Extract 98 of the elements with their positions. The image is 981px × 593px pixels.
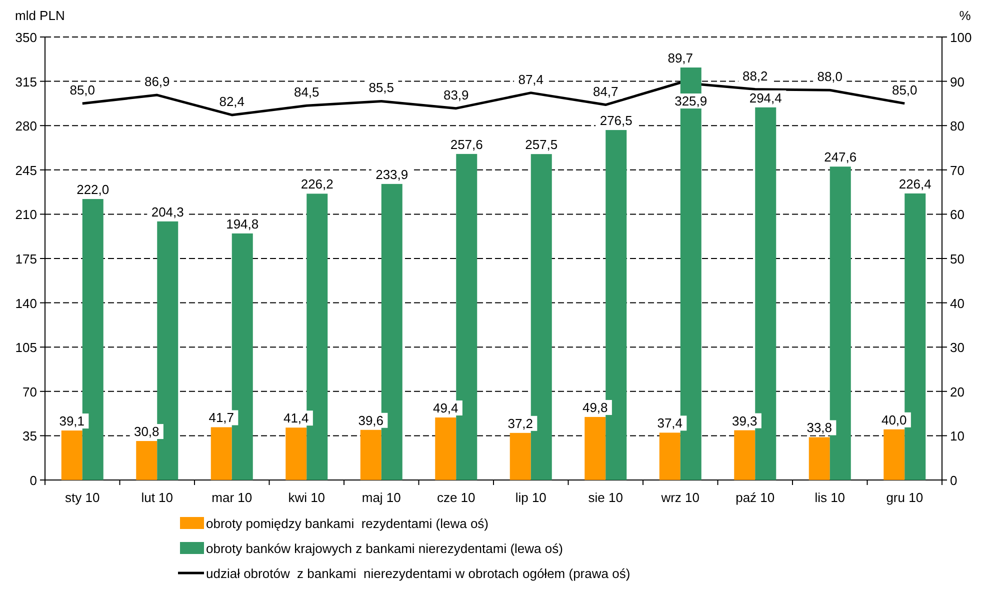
y-tick-label: 70 [22, 384, 37, 400]
y2-tick-label: 50 [950, 252, 964, 266]
data-label: 83,9 [443, 87, 469, 102]
data-label: 247,6 [824, 150, 857, 165]
data-label: 85,0 [70, 82, 96, 98]
data-label: 33,8 [806, 420, 832, 436]
x-tick-label: gru 10 [886, 490, 924, 505]
bar [435, 417, 456, 480]
y-tick-label: 245 [15, 162, 37, 178]
bar [210, 427, 232, 480]
y-tick-label: 35 [22, 428, 37, 444]
data-label: 88,2 [742, 68, 768, 84]
data-label: 30,8 [134, 424, 160, 440]
legend-label: obroty pomiędzy bankami rezydentami (lewa oś) [206, 516, 489, 531]
data-label: 49,8 [582, 400, 608, 415]
data-label: 222,0 [76, 182, 110, 198]
y2-tick-label: 90 [950, 74, 964, 90]
bar [584, 416, 606, 480]
bar [606, 130, 627, 480]
bar [381, 184, 402, 480]
data-label: 82,4 [219, 94, 245, 109]
bar [755, 107, 776, 480]
y-tick-label: 175 [15, 252, 37, 266]
bar [808, 437, 830, 480]
legend-label: obroty banków krajowych z bankami nierezydentami (lewa oś) [206, 541, 563, 556]
bar [157, 221, 178, 480]
bar [456, 154, 478, 480]
bar [904, 193, 926, 480]
data-label: 276,5 [600, 113, 632, 128]
data-label: 257,6 [450, 136, 483, 152]
bar [734, 430, 756, 480]
data-label: 39,3 [732, 413, 758, 428]
data-label: 39,6 [358, 412, 384, 428]
y2-tick-label: 10 [950, 428, 964, 444]
data-label: 85,5 [368, 80, 394, 96]
y2-tick-label: 40 [950, 296, 964, 311]
data-label: 226,4 [898, 176, 932, 192]
data-label: 41,7 [208, 410, 234, 426]
bar [659, 432, 680, 480]
y2-tick-label: 0 [950, 473, 958, 488]
data-label: 233,9 [376, 166, 408, 182]
y-tick-label: 105 [15, 340, 37, 356]
x-tick-label: sty 10 [65, 490, 100, 505]
y-tick-label: 315 [15, 74, 37, 90]
bar [830, 166, 851, 480]
x-tick-label: wrz 10 [660, 490, 700, 505]
bar [510, 432, 531, 480]
data-label: 226,2 [300, 176, 334, 192]
y2-tick-label: 70 [950, 162, 964, 178]
bar [232, 233, 253, 480]
y2-tick-label: 30 [950, 340, 964, 356]
data-label: 84,7 [592, 84, 618, 99]
data-label: 257,5 [525, 137, 558, 152]
y-tick-label: 210 [15, 207, 37, 222]
x-tick-label: maj 10 [362, 490, 401, 505]
bar [530, 154, 552, 480]
x-tick-label: cze 10 [436, 490, 476, 505]
data-label: 84,5 [294, 84, 320, 100]
y-tick-label: 140 [15, 296, 37, 311]
x-tick-label: mar 10 [212, 490, 252, 505]
data-label: 39,1 [59, 414, 85, 429]
data-label: 40,0 [881, 412, 907, 428]
y2-axis-title: % [959, 8, 972, 23]
y-tick-label: 0 [30, 473, 37, 488]
bar [61, 430, 82, 480]
y2-tick-label: 80 [950, 118, 964, 134]
bar [360, 430, 382, 480]
x-tick-label: lut 10 [141, 490, 174, 505]
bar [82, 199, 104, 480]
y-tick-label: 280 [15, 118, 37, 134]
data-label: 294,4 [749, 90, 782, 106]
bar [286, 428, 307, 480]
data-label: 41,4 [283, 410, 309, 426]
data-label: 204,3 [151, 204, 184, 220]
data-label: 88,0 [817, 69, 843, 84]
data-label: 37,2 [508, 416, 534, 431]
bar [306, 194, 328, 480]
data-label: 37,4 [657, 416, 683, 431]
data-label: 325,9 [674, 94, 708, 109]
data-label: 87,4 [518, 72, 544, 87]
y-axis-title: mld PLN [15, 8, 65, 23]
y2-tick-label: 60 [950, 207, 964, 222]
x-tick-label: lip 10 [515, 490, 546, 505]
data-label: 194,8 [226, 216, 259, 232]
x-tick-label: kwi 10 [288, 490, 326, 505]
y2-tick-label: 20 [950, 384, 964, 400]
data-label: 86,9 [144, 74, 170, 90]
x-tick-label: lis 10 [814, 490, 846, 505]
legend-label: udział obrotów z bankami nierezydentami w obrotach ogółem (prawa oś) [206, 566, 630, 581]
data-label: 89,7 [668, 50, 694, 66]
y2-tick-label: 100 [950, 30, 972, 45]
x-tick-label: sie 10 [588, 490, 623, 505]
y-tick-label: 350 [15, 30, 37, 45]
x-tick-label: paź 10 [736, 490, 775, 505]
bar [884, 429, 905, 480]
bar [136, 441, 158, 480]
data-label: 85,0 [892, 82, 918, 98]
data-label: 49,4 [432, 400, 458, 416]
